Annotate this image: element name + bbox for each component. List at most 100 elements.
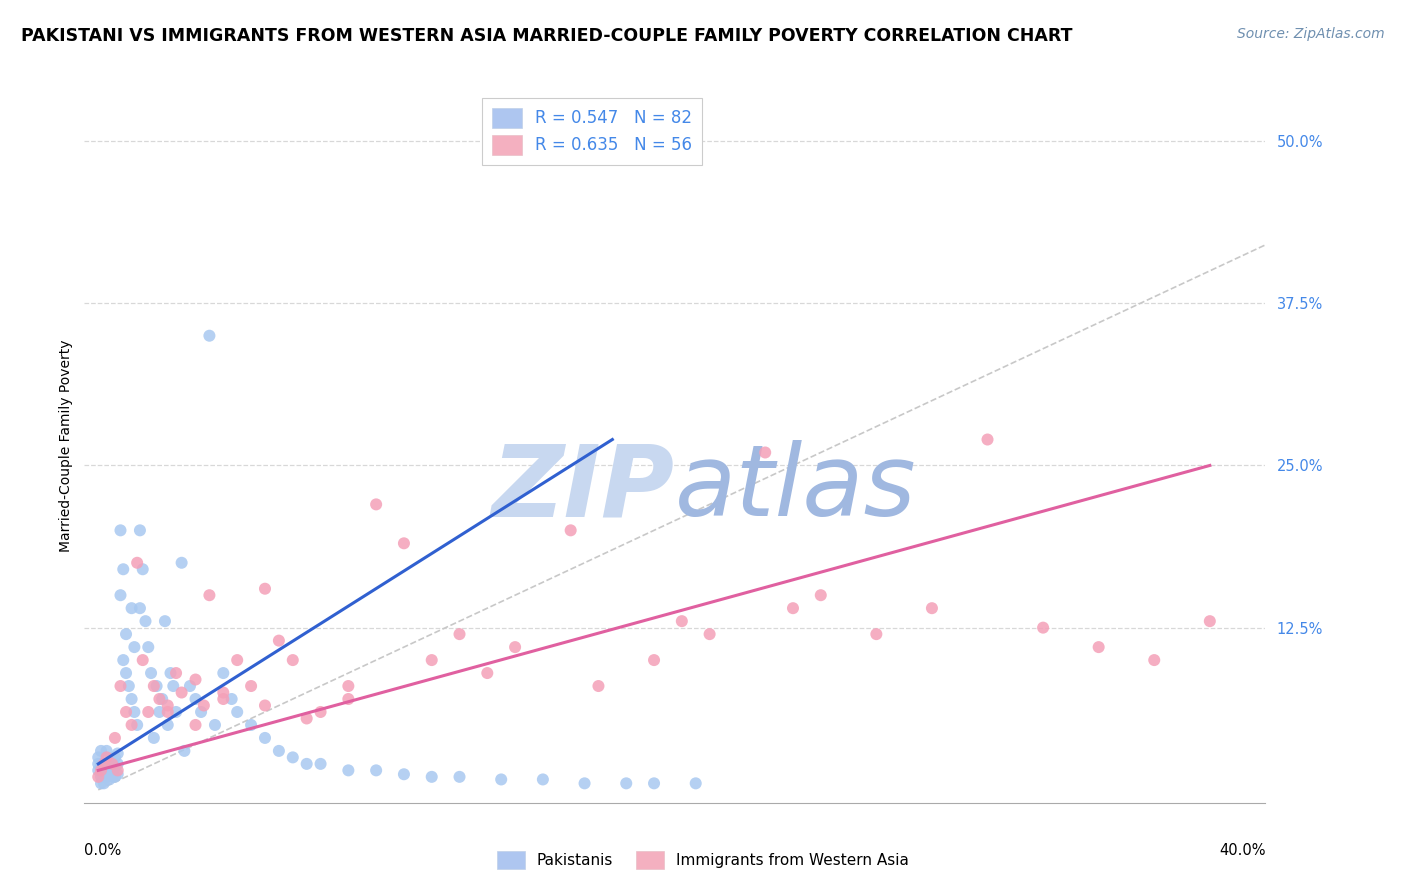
Point bbox=[309, 705, 332, 719]
Point bbox=[107, 747, 129, 761]
Point bbox=[173, 744, 195, 758]
Point bbox=[104, 750, 127, 764]
Point bbox=[226, 705, 249, 719]
Point bbox=[337, 764, 360, 778]
Point bbox=[145, 679, 167, 693]
Point bbox=[281, 653, 304, 667]
Point bbox=[212, 666, 235, 681]
Point bbox=[132, 562, 155, 576]
Point bbox=[420, 770, 443, 784]
Point bbox=[101, 756, 124, 771]
Point bbox=[170, 556, 193, 570]
Point bbox=[96, 750, 118, 764]
Point bbox=[253, 731, 276, 745]
Point bbox=[112, 562, 135, 576]
Point bbox=[98, 767, 121, 781]
Point bbox=[560, 524, 582, 538]
Point bbox=[104, 759, 127, 773]
Text: 40.0%: 40.0% bbox=[1219, 843, 1265, 858]
Point bbox=[212, 685, 235, 699]
Point bbox=[976, 433, 998, 447]
Point bbox=[574, 776, 596, 790]
Point bbox=[98, 772, 121, 787]
Point bbox=[337, 692, 360, 706]
Point bbox=[865, 627, 887, 641]
Point bbox=[295, 711, 318, 725]
Point bbox=[295, 756, 318, 771]
Point bbox=[107, 756, 129, 771]
Point bbox=[337, 679, 360, 693]
Point bbox=[810, 588, 832, 602]
Point bbox=[136, 640, 159, 654]
Point bbox=[531, 772, 554, 787]
Point bbox=[267, 633, 290, 648]
Point bbox=[782, 601, 804, 615]
Point bbox=[142, 679, 165, 693]
Point bbox=[142, 731, 165, 745]
Point bbox=[198, 328, 221, 343]
Point bbox=[90, 776, 112, 790]
Point bbox=[127, 556, 149, 570]
Point bbox=[193, 698, 215, 713]
Point bbox=[212, 692, 235, 706]
Point bbox=[366, 764, 388, 778]
Point bbox=[643, 653, 665, 667]
Point bbox=[93, 756, 115, 771]
Point bbox=[93, 776, 115, 790]
Point bbox=[87, 750, 110, 764]
Point bbox=[204, 718, 226, 732]
Point bbox=[110, 679, 132, 693]
Point bbox=[614, 776, 637, 790]
Point bbox=[93, 770, 115, 784]
Point bbox=[115, 627, 138, 641]
Point bbox=[107, 767, 129, 781]
Point bbox=[121, 601, 143, 615]
Point bbox=[121, 692, 143, 706]
Point bbox=[129, 601, 152, 615]
Point bbox=[165, 705, 187, 719]
Point bbox=[110, 588, 132, 602]
Point bbox=[98, 759, 121, 773]
Point bbox=[240, 718, 263, 732]
Text: 0.0%: 0.0% bbox=[84, 843, 121, 858]
Point bbox=[104, 770, 127, 784]
Point bbox=[96, 744, 118, 758]
Point bbox=[159, 666, 181, 681]
Point bbox=[96, 764, 118, 778]
Point bbox=[309, 756, 332, 771]
Point bbox=[101, 764, 124, 778]
Point bbox=[118, 679, 141, 693]
Point bbox=[101, 754, 124, 768]
Point bbox=[134, 614, 156, 628]
Point bbox=[139, 666, 162, 681]
Point bbox=[148, 692, 170, 706]
Point bbox=[198, 588, 221, 602]
Point bbox=[112, 653, 135, 667]
Point bbox=[104, 731, 127, 745]
Point bbox=[165, 666, 187, 681]
Point bbox=[156, 718, 179, 732]
Point bbox=[184, 673, 207, 687]
Point bbox=[1198, 614, 1220, 628]
Point bbox=[107, 764, 129, 778]
Point bbox=[392, 536, 415, 550]
Point bbox=[489, 772, 512, 787]
Point bbox=[90, 756, 112, 771]
Point bbox=[281, 750, 304, 764]
Point bbox=[90, 764, 112, 778]
Point bbox=[671, 614, 693, 628]
Point bbox=[124, 640, 146, 654]
Point bbox=[124, 705, 146, 719]
Point bbox=[90, 744, 112, 758]
Point bbox=[127, 718, 149, 732]
Point bbox=[101, 770, 124, 784]
Point bbox=[253, 698, 276, 713]
Point bbox=[129, 524, 152, 538]
Point bbox=[184, 692, 207, 706]
Point bbox=[240, 679, 263, 693]
Point bbox=[153, 614, 176, 628]
Point bbox=[90, 770, 112, 784]
Text: ZIP: ZIP bbox=[492, 441, 675, 537]
Point bbox=[184, 718, 207, 732]
Point bbox=[1032, 621, 1054, 635]
